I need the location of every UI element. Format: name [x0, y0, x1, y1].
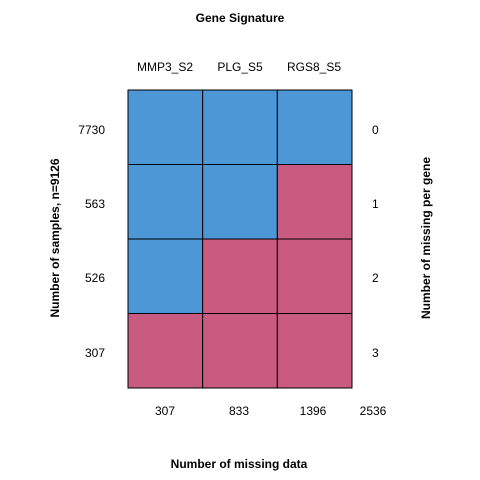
missing-cell — [202, 313, 278, 389]
row-missing-per-gene: 2 — [372, 271, 379, 285]
row-sample-count: 307 — [84, 346, 105, 360]
missing-cell — [276, 238, 353, 314]
missing-cell — [202, 238, 278, 314]
column-missing-count: 1396 — [299, 404, 327, 418]
observed-cell — [127, 164, 204, 240]
observed-cell — [127, 89, 204, 165]
chart-title: Gene Signature — [195, 11, 285, 25]
observed-cell — [276, 89, 353, 165]
missing-cell — [276, 313, 353, 389]
observed-cell — [202, 164, 278, 240]
column-label: MMP3_S2 — [136, 60, 194, 74]
column-label: PLG_S5 — [217, 60, 263, 74]
column-missing-count: 307 — [154, 404, 176, 418]
right-axis-title: Number of missing per gene — [419, 156, 433, 320]
row-sample-count: 7730 — [78, 123, 105, 137]
y-axis-title: Number of samples, n=9126 — [48, 158, 62, 318]
row-sample-count: 563 — [84, 197, 105, 211]
row-sample-count: 526 — [84, 271, 105, 285]
observed-cell — [202, 89, 278, 165]
missing-cell — [127, 313, 204, 389]
observed-cell — [127, 238, 204, 314]
column-label: RGS8_S5 — [286, 60, 342, 74]
row-missing-per-gene: 0 — [372, 123, 379, 137]
missing-cell — [276, 164, 353, 240]
row-missing-per-gene: 1 — [372, 197, 379, 211]
x-axis-title: Number of missing data — [170, 457, 308, 471]
heatmap-cells — [127, 89, 353, 389]
total-missing-count: 2536 — [359, 404, 387, 418]
row-missing-per-gene: 3 — [372, 346, 379, 360]
column-missing-count: 833 — [228, 404, 250, 418]
